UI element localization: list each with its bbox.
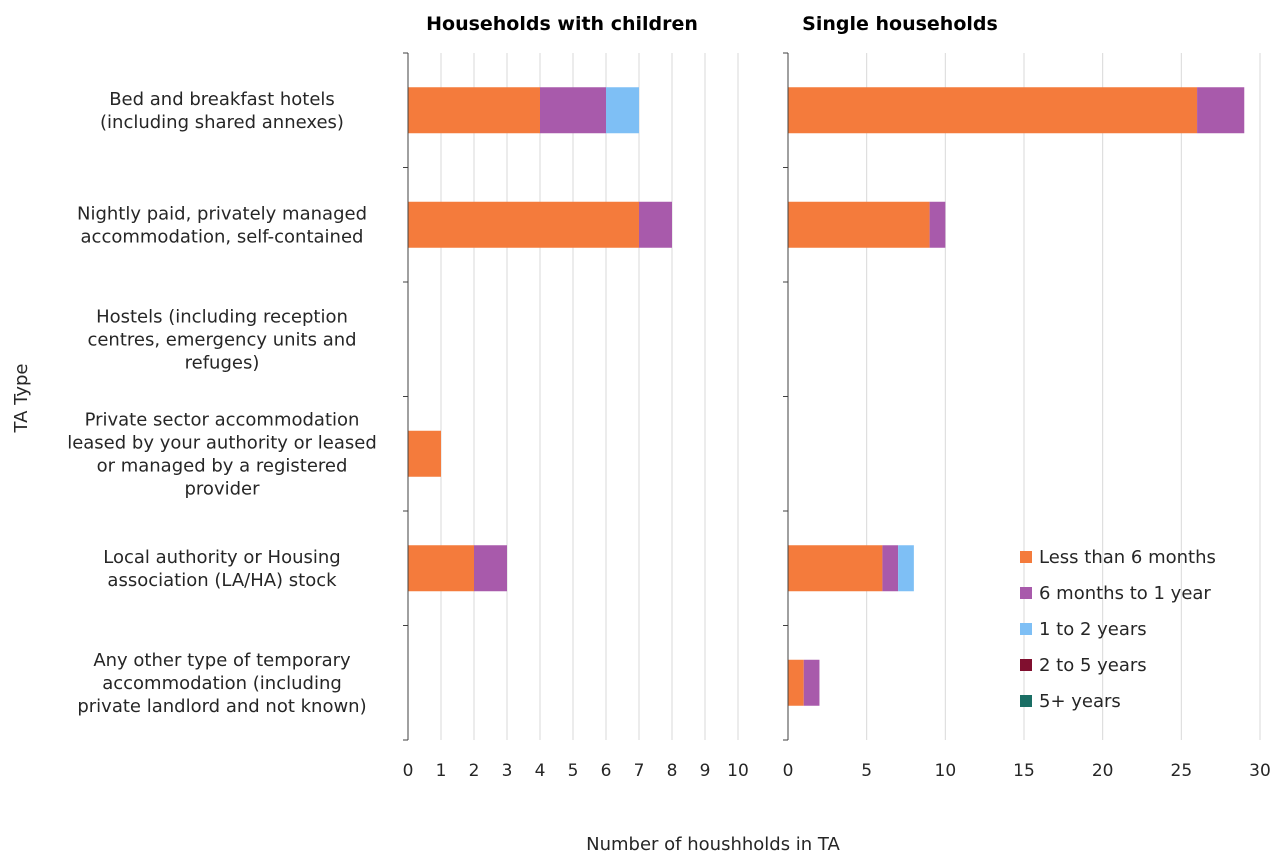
panel-title: Single households [802, 13, 998, 35]
bar-segment [882, 545, 899, 592]
legend-swatch [1020, 695, 1032, 707]
x-tick-label: 25 [1171, 761, 1193, 781]
category-label-line: Bed and breakfast hotels [109, 89, 335, 110]
category-label-line: Private sector accommodation [85, 409, 360, 430]
category-label-line: accommodation, self-contained [81, 226, 364, 247]
category-label: Bed and breakfast hotels (including share… [100, 89, 344, 133]
x-tick-label: 3 [502, 761, 513, 781]
category-label: Private sector accommodation leased by yo… [67, 409, 377, 499]
bar-segment [898, 545, 914, 592]
x-tick-label: 15 [1013, 761, 1035, 781]
bar-segment [788, 201, 930, 248]
x-tick-label: 10 [727, 761, 749, 781]
bar-segment [408, 87, 540, 134]
category-label-line: provider [185, 478, 261, 499]
category-label-line: Any other type of temporary [93, 650, 351, 671]
category-label-line: Nightly paid, privately managed [77, 203, 367, 224]
legend-label: Less than 6 months [1039, 547, 1216, 568]
legend-label: 2 to 5 years [1039, 655, 1147, 676]
bar-segment [408, 545, 474, 592]
x-tick-label: 0 [783, 761, 794, 781]
legend-swatch [1020, 623, 1032, 635]
category-label-line: association (LA/HA) stock [107, 570, 337, 591]
x-tick-label: 10 [935, 761, 957, 781]
category-label-line: leased by your authority or leased [67, 432, 377, 453]
bar-segment [1197, 87, 1245, 134]
category-label-line: accommodation (including [102, 673, 342, 694]
legend-label: 1 to 2 years [1039, 619, 1147, 640]
bar-segment [788, 545, 883, 592]
legend-label: 5+ years [1039, 691, 1121, 712]
bar-segment [788, 87, 1198, 134]
x-tick-label: 8 [667, 761, 678, 781]
category-label: Hostels (including reception centres, eme… [87, 306, 356, 373]
panel-title: Households with children [426, 13, 698, 35]
bar-segment [408, 201, 639, 248]
legend-swatch [1020, 587, 1032, 599]
x-tick-label: 0 [403, 761, 414, 781]
bar-segment [606, 87, 639, 134]
bar-segment [929, 201, 946, 248]
x-tick-label: 1 [436, 761, 447, 781]
legend-swatch [1020, 659, 1032, 671]
category-label-line: centres, emergency units and [87, 329, 356, 350]
x-tick-label: 6 [601, 761, 612, 781]
category-label-line: Local authority or Housing [103, 547, 340, 568]
x-tick-label: 4 [535, 761, 546, 781]
bar-segment [639, 201, 672, 248]
panel-single-households: Single households 0 5 10 15 20 25 30 [783, 13, 1271, 781]
legend-label: 6 months to 1 year [1039, 583, 1211, 604]
y-axis-label: TA Type [11, 364, 32, 434]
category-label-line: (including shared annexes) [100, 112, 344, 133]
x-tick-label: 5 [568, 761, 579, 781]
bar-segment [803, 659, 820, 706]
category-label: Nightly paid, privately managed accommoda… [77, 203, 367, 247]
category-label-line: private landlord and not known) [77, 696, 366, 717]
bar-segment [788, 659, 804, 706]
category-label-line: refuges) [185, 352, 260, 373]
bar-segment [540, 87, 606, 134]
panel-households-with-children: Households with children 0 1 2 3 4 5 6 7 8 9 10 [403, 13, 749, 781]
x-axis-label: Number of houshholds in TA [586, 834, 840, 855]
legend-swatch [1020, 551, 1032, 563]
category-labels: Bed and breakfast hotels (including share… [67, 89, 377, 717]
category-label-line: or managed by a registered [97, 455, 348, 476]
x-tick-label: 5 [861, 761, 872, 781]
bar-segment [408, 430, 441, 477]
category-label: Any other type of temporary accommodation… [77, 650, 366, 717]
bar-segment [474, 545, 507, 592]
x-tick-label: 20 [1092, 761, 1114, 781]
x-tick-label: 2 [469, 761, 480, 781]
category-label: Local authority or Housing association (L… [103, 547, 340, 591]
x-tick-label: 7 [634, 761, 645, 781]
legend: Less than 6 months 6 months to 1 year 1 to… [1020, 547, 1216, 712]
category-label-line: Hostels (including reception [96, 306, 348, 327]
x-tick-label: 9 [700, 761, 711, 781]
x-tick-label: 30 [1249, 761, 1271, 781]
